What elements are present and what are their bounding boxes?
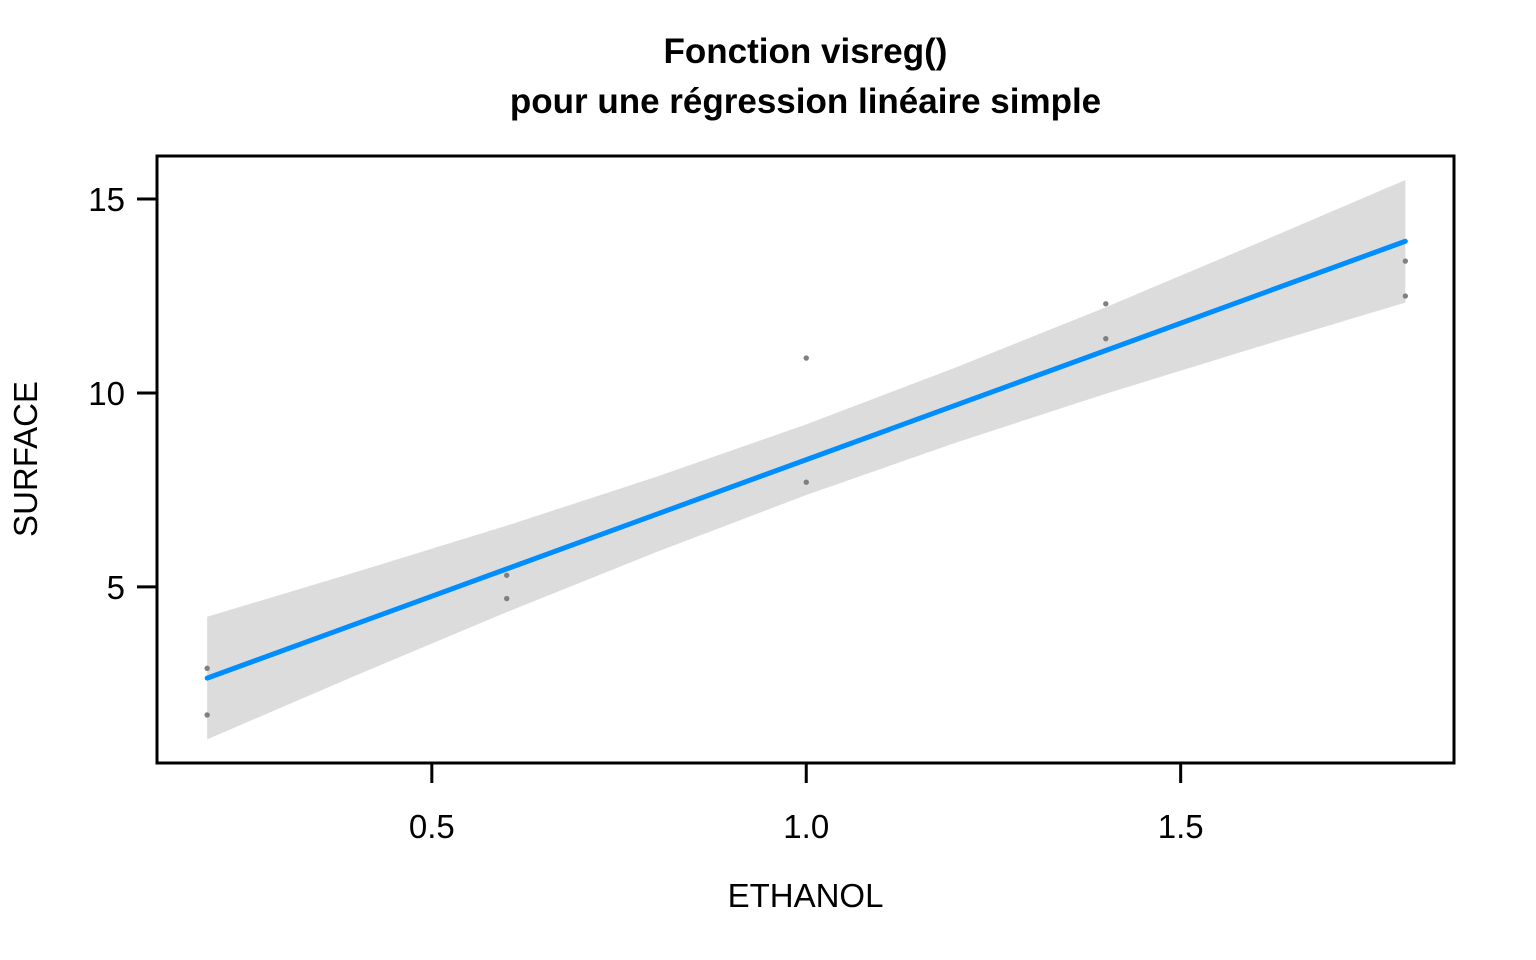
- x-axis-title: ETHANOL: [727, 877, 884, 914]
- chart-title-line2: pour une régression linéaire simple: [509, 82, 1102, 121]
- data-point: [204, 665, 210, 672]
- data-point: [504, 572, 510, 578]
- data-point: [1103, 335, 1109, 342]
- data-point: [504, 595, 510, 602]
- x-tick-label: 0.5: [409, 808, 455, 845]
- data-point: [1402, 293, 1409, 299]
- y-tick-label: 10: [88, 375, 125, 412]
- chart-title: Fonction visreg() pour une régression li…: [157, 27, 1454, 127]
- data-point: [803, 355, 809, 361]
- x-tick-label: 1.0: [783, 808, 829, 845]
- y-tick-label: 5: [107, 569, 125, 606]
- regression-line: [204, 238, 1408, 681]
- data-point: [1103, 301, 1109, 307]
- data-point: [1402, 258, 1409, 264]
- y-axis-title: SURFACE: [7, 381, 44, 537]
- data-point: [803, 479, 809, 485]
- y-tick-label: 15: [88, 181, 125, 218]
- data-point: [204, 712, 210, 718]
- chart-title-line1: Fonction visreg(): [663, 32, 948, 71]
- x-tick-label: 1.5: [1158, 808, 1204, 845]
